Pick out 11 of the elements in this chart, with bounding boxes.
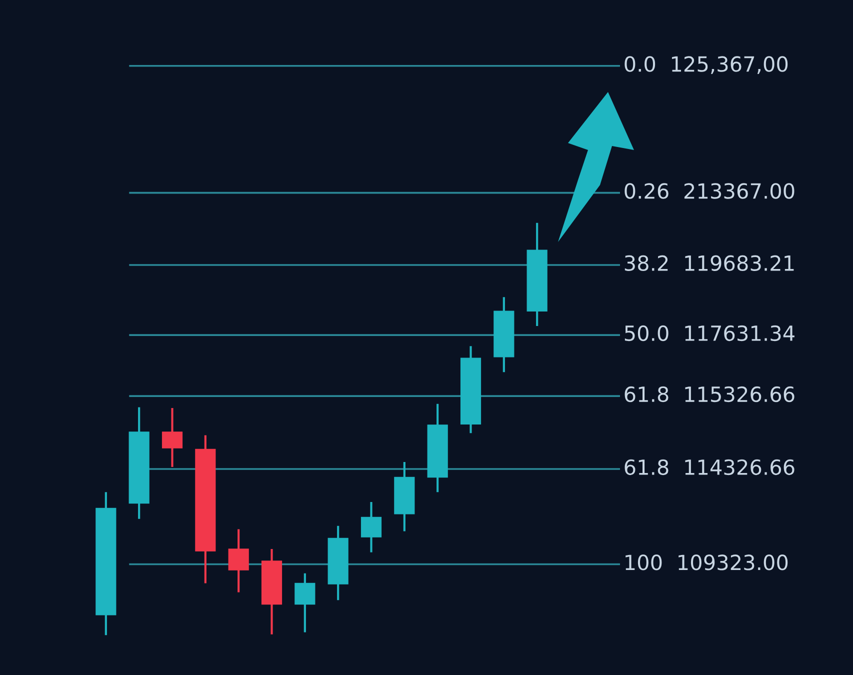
text: 0.26 213367.00 bbox=[624, 183, 794, 199]
candlestick bbox=[162, 406, 183, 468]
text: 38.2 119683.21 bbox=[624, 255, 794, 272]
candlestick bbox=[294, 572, 316, 634]
text: 0.0 125,367,00 bbox=[624, 56, 788, 74]
text: 100 109323.00 bbox=[626, 554, 788, 570]
text: 61.8 114326.66 bbox=[624, 459, 794, 476]
candlestick bbox=[228, 528, 249, 594]
candlestick bbox=[360, 500, 382, 554]
text: 61.8 115326.66 bbox=[624, 386, 794, 402]
text: 50.0 117631.34 bbox=[624, 325, 794, 342]
